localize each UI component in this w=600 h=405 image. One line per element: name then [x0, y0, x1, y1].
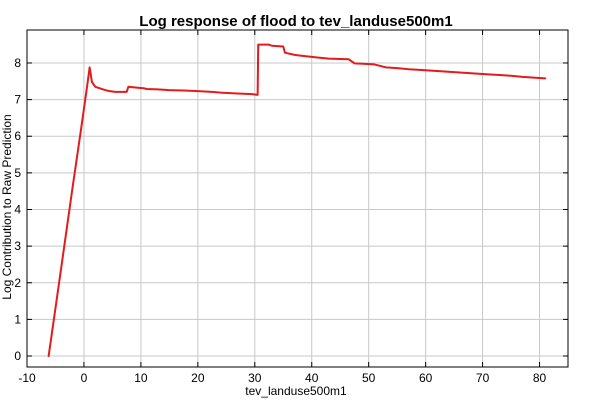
x-tick-label: -10: [18, 371, 36, 385]
y-tick-label: 7: [14, 93, 21, 107]
series-line: [47, 43, 547, 358]
ticks-group: -10 0 10 20 30 40 50 60 70 80 0 1 2 3 4 5 6 7 8: [14, 30, 568, 385]
x-tick-label: 40: [305, 371, 319, 385]
y-tick-label: 3: [14, 239, 21, 253]
y-tick-label: 5: [14, 166, 21, 180]
y-tick-label: 6: [14, 129, 21, 143]
y-tick-label: 4: [14, 202, 21, 216]
y-tick-label: 0: [14, 349, 21, 363]
plot-area-border: [26, 29, 569, 368]
y-tick-label: 1: [14, 312, 21, 326]
chart-title: Log response of flood to tev_landuse500m…: [139, 13, 452, 30]
x-axis-label: tev_landuse500m1: [245, 384, 347, 398]
x-tick-label: 70: [476, 371, 490, 385]
x-tick-label: 80: [533, 371, 547, 385]
x-tick-label: 10: [134, 371, 148, 385]
x-tick-label: 30: [248, 371, 262, 385]
grid-lines: [26, 30, 568, 367]
x-tick-label: 20: [191, 371, 205, 385]
y-axis-label: Log Contribution to Raw Prediction: [0, 114, 14, 299]
y-tick-label: 8: [14, 56, 21, 70]
series-group: [47, 43, 547, 358]
y-tick-label: 2: [14, 276, 21, 290]
x-tick-label: 50: [362, 371, 376, 385]
x-tick-label: 60: [419, 371, 433, 385]
x-tick-label: 0: [81, 371, 88, 385]
